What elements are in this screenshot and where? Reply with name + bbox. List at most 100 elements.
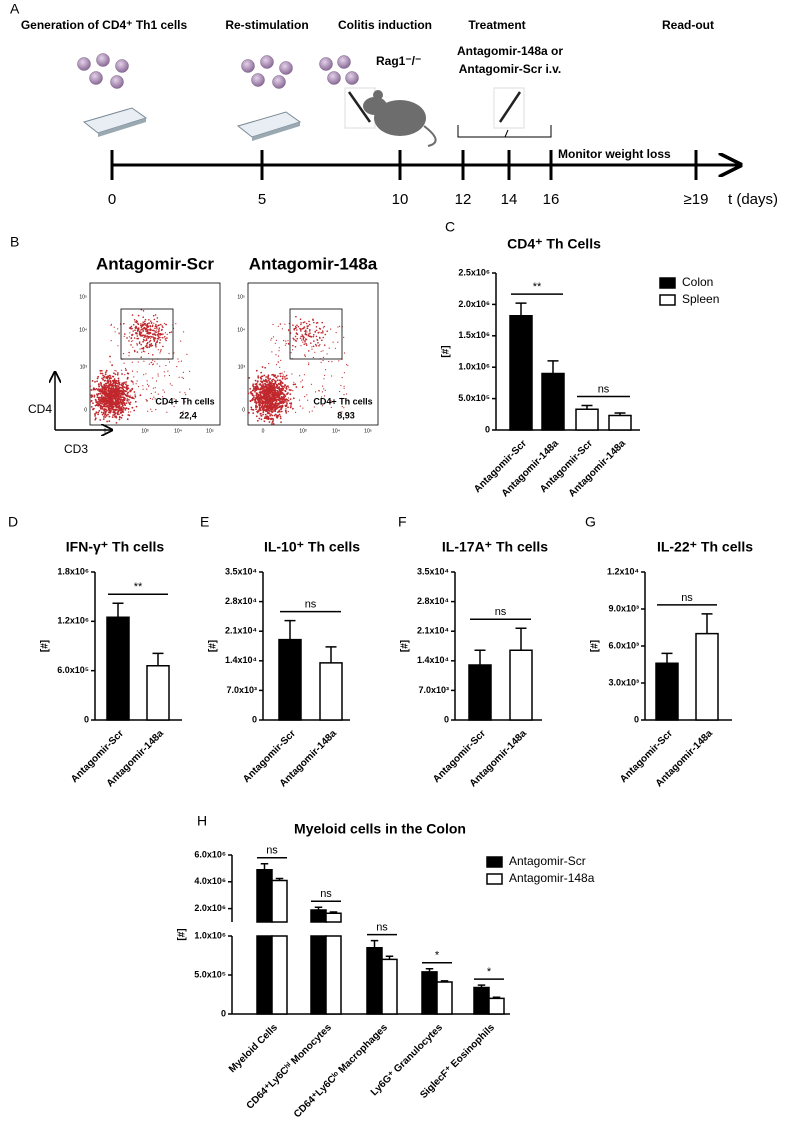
event-dot (148, 341, 151, 343)
event-dot (150, 322, 153, 324)
event-dot (116, 399, 118, 402)
event-dot (273, 406, 276, 408)
event-dot (181, 376, 183, 378)
event-dot (121, 392, 123, 395)
flow-title: Antagomir-Scr (96, 254, 214, 273)
event-dot (341, 377, 343, 379)
event-dot (146, 400, 148, 402)
event-dot (288, 389, 291, 391)
event-dot (298, 399, 301, 401)
panel-label: G (585, 514, 596, 530)
event-dot (300, 323, 302, 326)
event-dot (109, 382, 112, 384)
event-dot (277, 355, 280, 357)
flow-x-tick: 0 (104, 428, 107, 434)
bar (421, 971, 438, 1015)
significance-label: ns (681, 592, 693, 604)
event-dot (268, 386, 271, 389)
event-dot (275, 364, 278, 366)
event-dot (154, 325, 156, 328)
event-dot (136, 344, 139, 346)
event-dot (281, 398, 284, 401)
event-dot (294, 335, 297, 338)
event-dot (156, 317, 159, 319)
event-dot (282, 375, 284, 378)
event-dot (110, 397, 113, 399)
event-dot (143, 374, 145, 376)
event-dot (100, 369, 103, 372)
event-dot (274, 408, 276, 411)
event-dot (108, 390, 110, 393)
event-dot (320, 350, 322, 352)
event-dot (114, 397, 117, 400)
event-dot (306, 327, 309, 330)
event-dot (110, 324, 112, 326)
event-dot (150, 392, 152, 395)
event-dot (319, 344, 321, 346)
day-label: 14 (501, 191, 518, 208)
event-dot (145, 373, 147, 375)
event-dot (131, 370, 134, 372)
y-tick-label: 1.2x10⁶ (57, 616, 89, 626)
event-dot (271, 423, 273, 425)
event-dot (283, 396, 286, 399)
time-axis-label: t (days) (728, 191, 778, 208)
bar (146, 664, 170, 721)
event-dot (106, 397, 109, 399)
bar (319, 662, 343, 721)
event-dot (140, 323, 142, 325)
panel-label: A (10, 1, 20, 17)
event-dot (156, 328, 158, 330)
event-dot (167, 370, 169, 372)
y-tick-label: 1.5x10⁶ (458, 330, 490, 340)
event-dot (103, 375, 106, 378)
event-dot (140, 343, 142, 346)
event-dot (272, 393, 274, 395)
event-dot (278, 409, 281, 412)
event-dot (313, 340, 315, 342)
event-dot (268, 405, 271, 408)
event-dot (321, 405, 323, 407)
event-dot (311, 410, 313, 412)
event-dot (166, 337, 168, 339)
event-dot (141, 347, 143, 350)
event-dot (110, 389, 113, 392)
event-dot (272, 423, 275, 425)
event-dot (256, 419, 259, 422)
event-dot (281, 388, 284, 391)
event-dot (136, 351, 139, 353)
event-dot (113, 372, 115, 374)
event-dot (341, 411, 343, 413)
event-dot (157, 335, 160, 338)
y-tick-label: 0 (84, 714, 89, 724)
flow-y-tick: 10⁴ (79, 327, 87, 333)
event-dot (103, 383, 106, 386)
event-dot (288, 343, 290, 345)
y-tick-label: 4.0x10⁶ (194, 876, 226, 886)
event-dot (117, 372, 119, 374)
event-dot (146, 380, 148, 382)
event-dot (102, 374, 105, 377)
event-dot (328, 360, 330, 363)
event-dot (319, 337, 321, 339)
event-dot (93, 387, 96, 390)
event-dot (100, 402, 103, 405)
event-dot (118, 413, 120, 416)
event-dot (145, 339, 148, 342)
event-dot (343, 352, 346, 354)
event-dot (254, 390, 256, 393)
event-dot (142, 321, 144, 324)
event-dot (266, 404, 269, 406)
y-tick-label: 6.0x10³ (608, 640, 639, 650)
event-dot (154, 337, 156, 339)
event-dot (108, 397, 111, 400)
event-dot (139, 394, 142, 397)
event-dot (156, 341, 158, 343)
event-dot (123, 362, 125, 364)
day-label: 5 (258, 191, 266, 208)
event-dot (152, 363, 154, 365)
y-axis-label: [#] (590, 640, 601, 652)
event-dot (259, 383, 262, 385)
event-dot (265, 406, 268, 409)
event-dot (337, 341, 339, 343)
